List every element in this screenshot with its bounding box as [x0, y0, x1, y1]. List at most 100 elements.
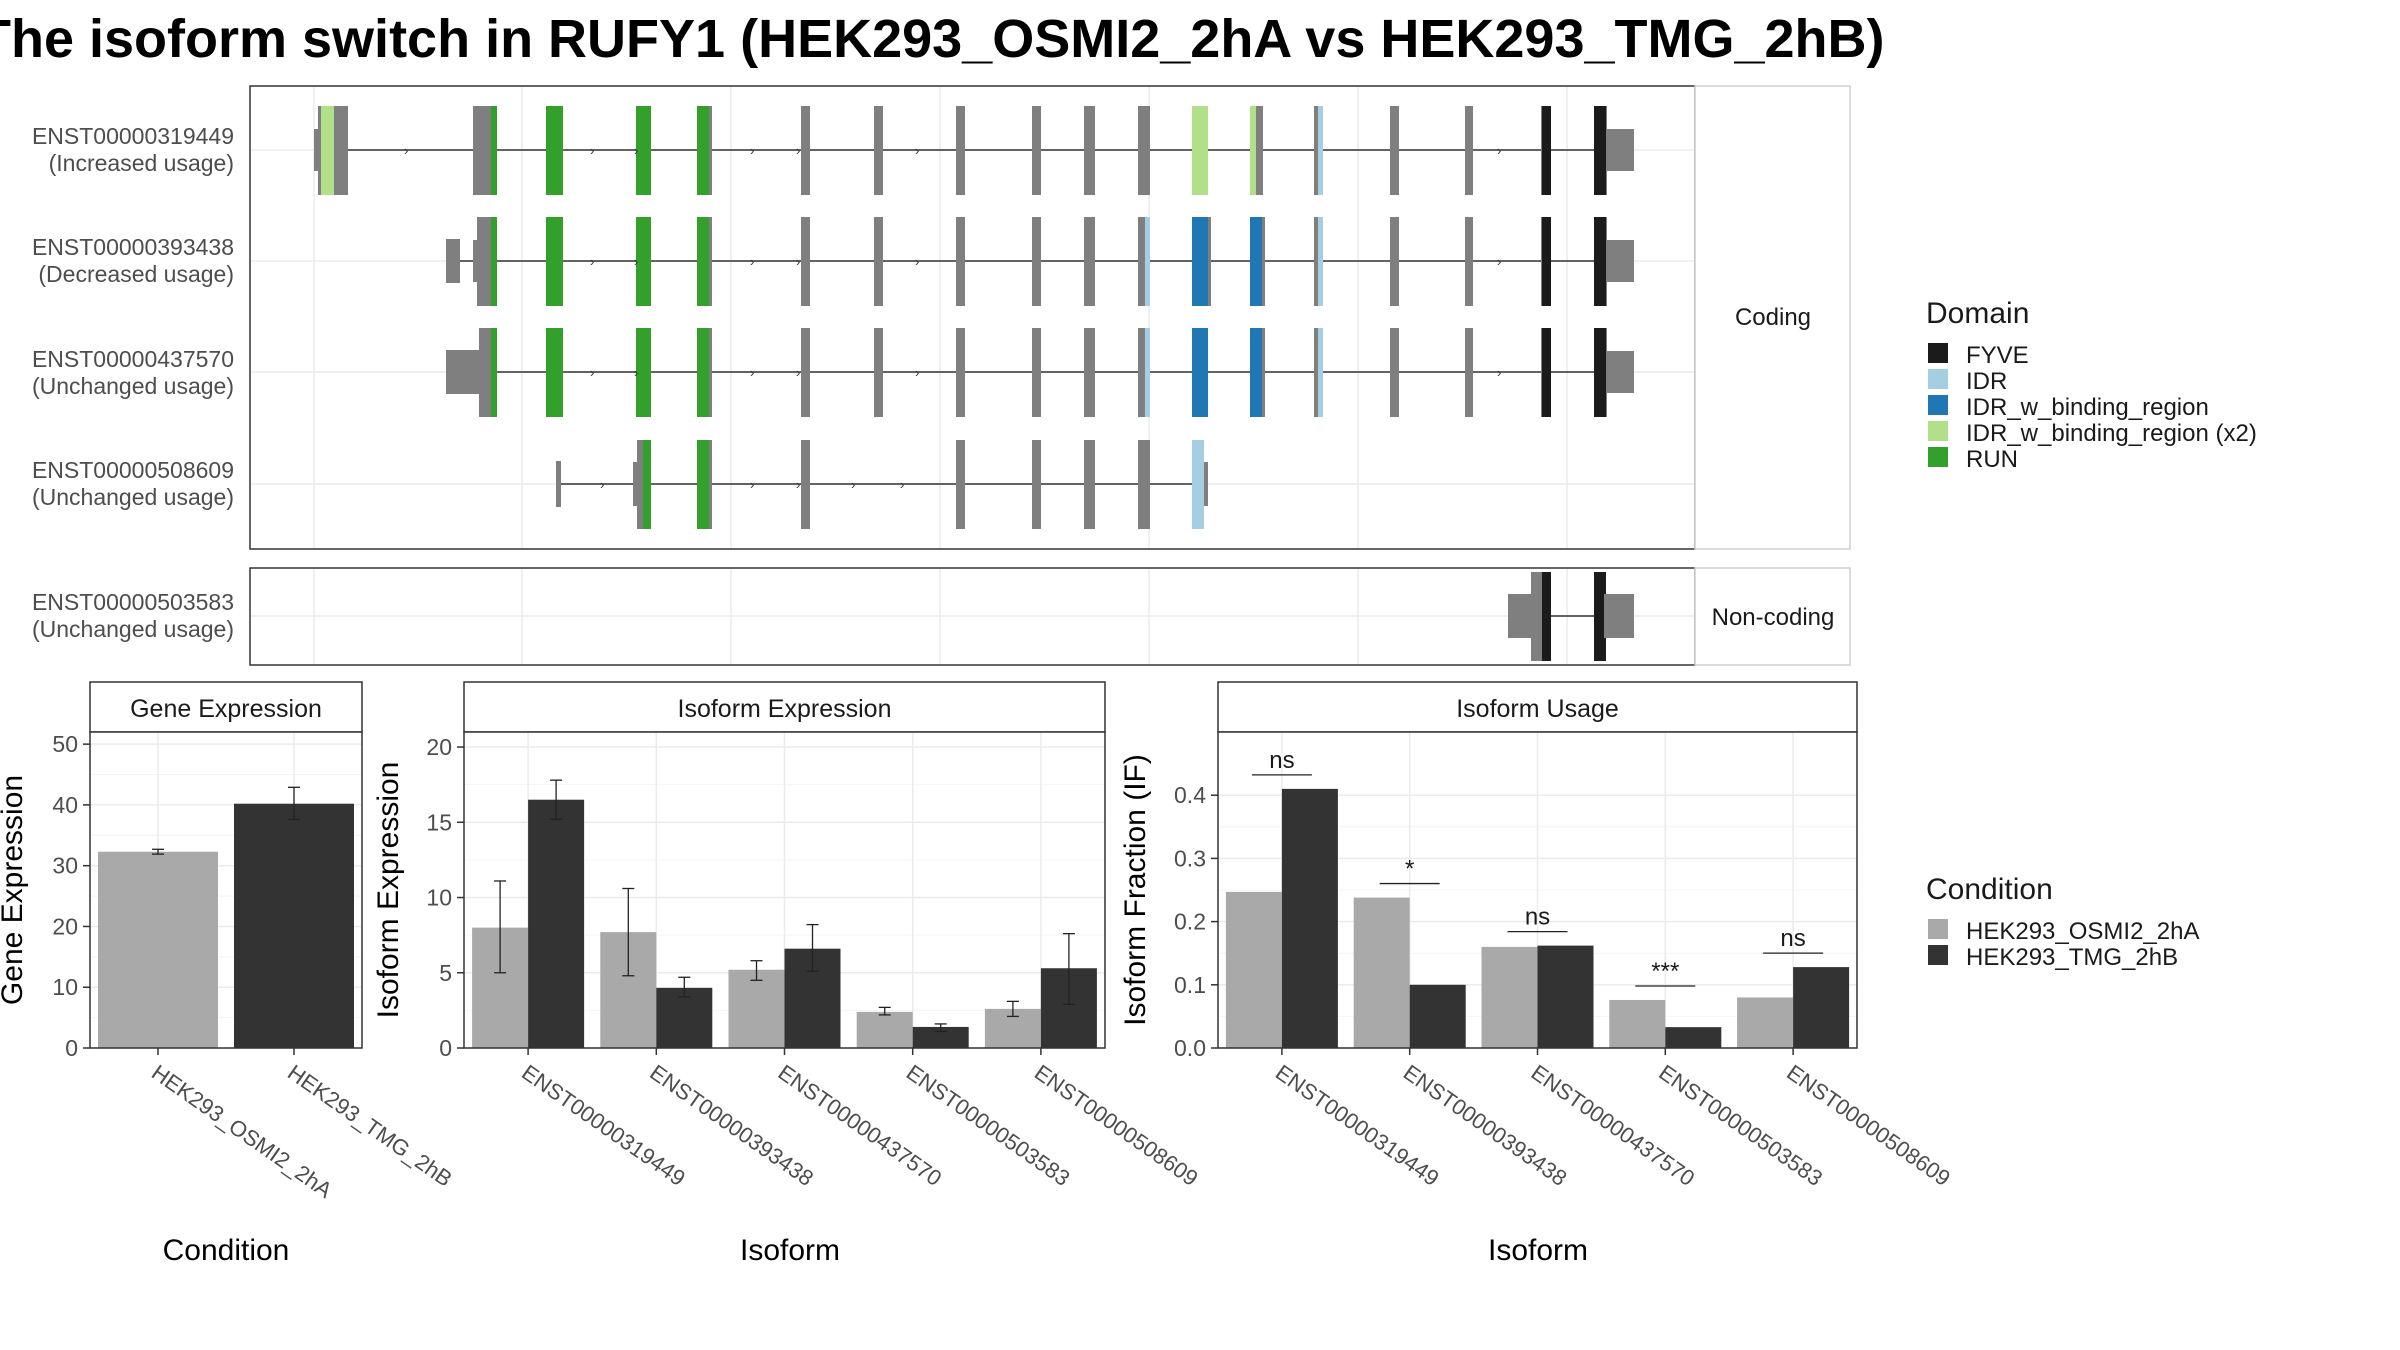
bar — [1737, 997, 1794, 1048]
plot-frame — [463, 731, 1106, 1049]
bar — [656, 987, 713, 1048]
transcript-usage: (Unchanged usage) — [32, 373, 234, 399]
bar — [1225, 891, 1282, 1048]
transcript-id: ENST00000319449 — [32, 123, 234, 149]
transcript-label-319449: ENST00000319449 (Increased usage) — [32, 123, 234, 176]
svg-text:›: › — [796, 143, 800, 158]
bar — [1481, 946, 1538, 1048]
transcript-track-503583 — [1508, 572, 1634, 661]
transcript-id: ENST00000393438 — [32, 234, 234, 260]
legend-key-idr — [1928, 369, 1948, 389]
svg-text:›: › — [796, 254, 800, 269]
bar — [1665, 1027, 1722, 1048]
transcript-label-437570: ENST00000437570 (Unchanged usage) — [32, 346, 234, 399]
domain-legend-title: Domain — [1926, 297, 2029, 330]
svg-text:›: › — [590, 365, 594, 380]
svg-text:›: › — [634, 143, 638, 158]
transcript-usage: (Increased usage) — [49, 150, 234, 176]
significance-label: *** — [1651, 958, 1679, 985]
svg-text:›: › — [600, 477, 604, 492]
significance-label: * — [1405, 856, 1414, 883]
svg-text:›: › — [590, 254, 594, 269]
bar — [1537, 945, 1594, 1048]
coding-strip — [1694, 85, 1851, 550]
svg-text:›: › — [915, 143, 919, 158]
svg-text:›: › — [1497, 143, 1501, 158]
y-axis-title: Isoform Fraction (IF) — [1119, 754, 1152, 1026]
legend-key-run — [1928, 447, 1948, 467]
legend-key-osmi2 — [1928, 919, 1948, 939]
transcript-label-393438: ENST00000393438 (Decreased usage) — [32, 234, 234, 287]
svg-text:›: › — [750, 254, 754, 269]
coding-strip-label: Coding — [1735, 304, 1811, 331]
isoform-expression-chart: Isoform ExpressionENST00000319449ENST000… — [372, 681, 1203, 1267]
y-tick-label: 40 — [52, 792, 78, 818]
svg-text:›: › — [915, 254, 919, 269]
bar — [1793, 967, 1850, 1048]
noncoding-strip — [1694, 567, 1851, 666]
legend-label-osmi2: HEK293_OSMI2_2hA — [1966, 918, 2199, 945]
transcript-id: ENST00000503583 — [32, 589, 234, 615]
x-axis-title: Condition — [163, 1234, 290, 1267]
legend-key-idr-binding-x2 — [1928, 421, 1948, 441]
legend-label-idr-binding: IDR_w_binding_region — [1966, 394, 2209, 421]
legend-key-tmg — [1928, 945, 1948, 965]
y-tick-label: 0.4 — [1174, 782, 1206, 808]
legend-label-idr-binding-x2: IDR_w_binding_region (x2) — [1966, 420, 2257, 447]
y-tick-label: 10 — [426, 885, 452, 911]
legend-label-tmg: HEK293_TMG_2hB — [1966, 944, 2178, 971]
legend-key-idr-binding — [1928, 395, 1948, 415]
bar — [528, 799, 585, 1048]
y-axis-title: Isoform Expression — [372, 762, 405, 1019]
panel-title-strip — [463, 681, 1106, 733]
y-tick-label: 20 — [426, 734, 452, 760]
svg-text:›: › — [590, 143, 594, 158]
transcript-track-508609: › › › › › — [556, 440, 1208, 529]
plot-frame — [89, 731, 363, 1049]
svg-text:›: › — [1497, 365, 1501, 380]
y-tick-label: 15 — [426, 809, 452, 835]
y-tick-label: 30 — [52, 853, 78, 879]
transcript-label-503583: ENST00000503583 (Unchanged usage) — [32, 589, 234, 642]
svg-text:›: › — [750, 143, 754, 158]
panel-title-strip — [1217, 681, 1858, 733]
coding-panel-frame — [249, 85, 1696, 550]
transcript-track-437570: › › › › › › — [446, 328, 1634, 417]
y-tick-label: 0.2 — [1174, 909, 1206, 935]
panel-title: Gene Expression — [130, 695, 322, 723]
gene-expression-chart: Gene ExpressionHEK293_OSMI2_2hAHEK293_TM… — [0, 681, 457, 1267]
svg-text:›: › — [796, 477, 800, 492]
svg-text:›: › — [900, 477, 904, 492]
x-axis-title: Isoform — [740, 1234, 840, 1267]
transcript-usage: (Decreased usage) — [38, 261, 234, 287]
bar — [728, 969, 785, 1048]
bar — [234, 803, 354, 1048]
plot-frame — [1217, 731, 1858, 1049]
bar — [912, 1026, 969, 1048]
panel-title: Isoform Expression — [678, 695, 892, 723]
domain-legend: Domain FYVE IDR IDR_w_binding_region IDR… — [1926, 297, 2257, 473]
significance-label: ns — [1525, 904, 1550, 931]
svg-text:›: › — [750, 365, 754, 380]
y-tick-label: 5 — [439, 960, 452, 986]
bar — [1281, 788, 1338, 1048]
transcript-structure-panel: Coding Non-coding ENST00000319449 (Incre… — [32, 85, 1851, 666]
bar — [1609, 999, 1666, 1048]
transcript-id: ENST00000437570 — [32, 346, 234, 372]
svg-text:›: › — [634, 365, 638, 380]
transcript-label-508609: ENST00000508609 (Unchanged usage) — [32, 457, 234, 510]
y-tick-label: 0.3 — [1174, 845, 1206, 871]
y-tick-label: 10 — [52, 974, 78, 1000]
bar — [98, 851, 218, 1048]
significance-label: ns — [1269, 747, 1294, 774]
svg-text:›: › — [915, 365, 919, 380]
transcript-usage: (Unchanged usage) — [32, 616, 234, 642]
y-tick-label: 0 — [439, 1035, 452, 1061]
transcript-usage: (Unchanged usage) — [32, 484, 234, 510]
figure-title: The isoform switch in RUFY1 (HEK293_OSMI… — [0, 9, 1885, 69]
svg-text:›: › — [404, 143, 408, 158]
legend-label-fyve: FYVE — [1966, 342, 2029, 369]
bar — [1409, 984, 1466, 1048]
svg-text:›: › — [851, 477, 855, 492]
panel-title: Isoform Usage — [1456, 695, 1619, 723]
